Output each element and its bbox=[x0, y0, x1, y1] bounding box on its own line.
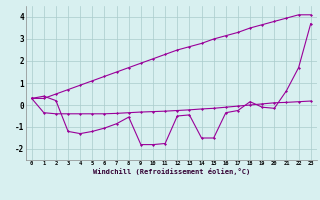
X-axis label: Windchill (Refroidissement éolien,°C): Windchill (Refroidissement éolien,°C) bbox=[92, 168, 250, 175]
